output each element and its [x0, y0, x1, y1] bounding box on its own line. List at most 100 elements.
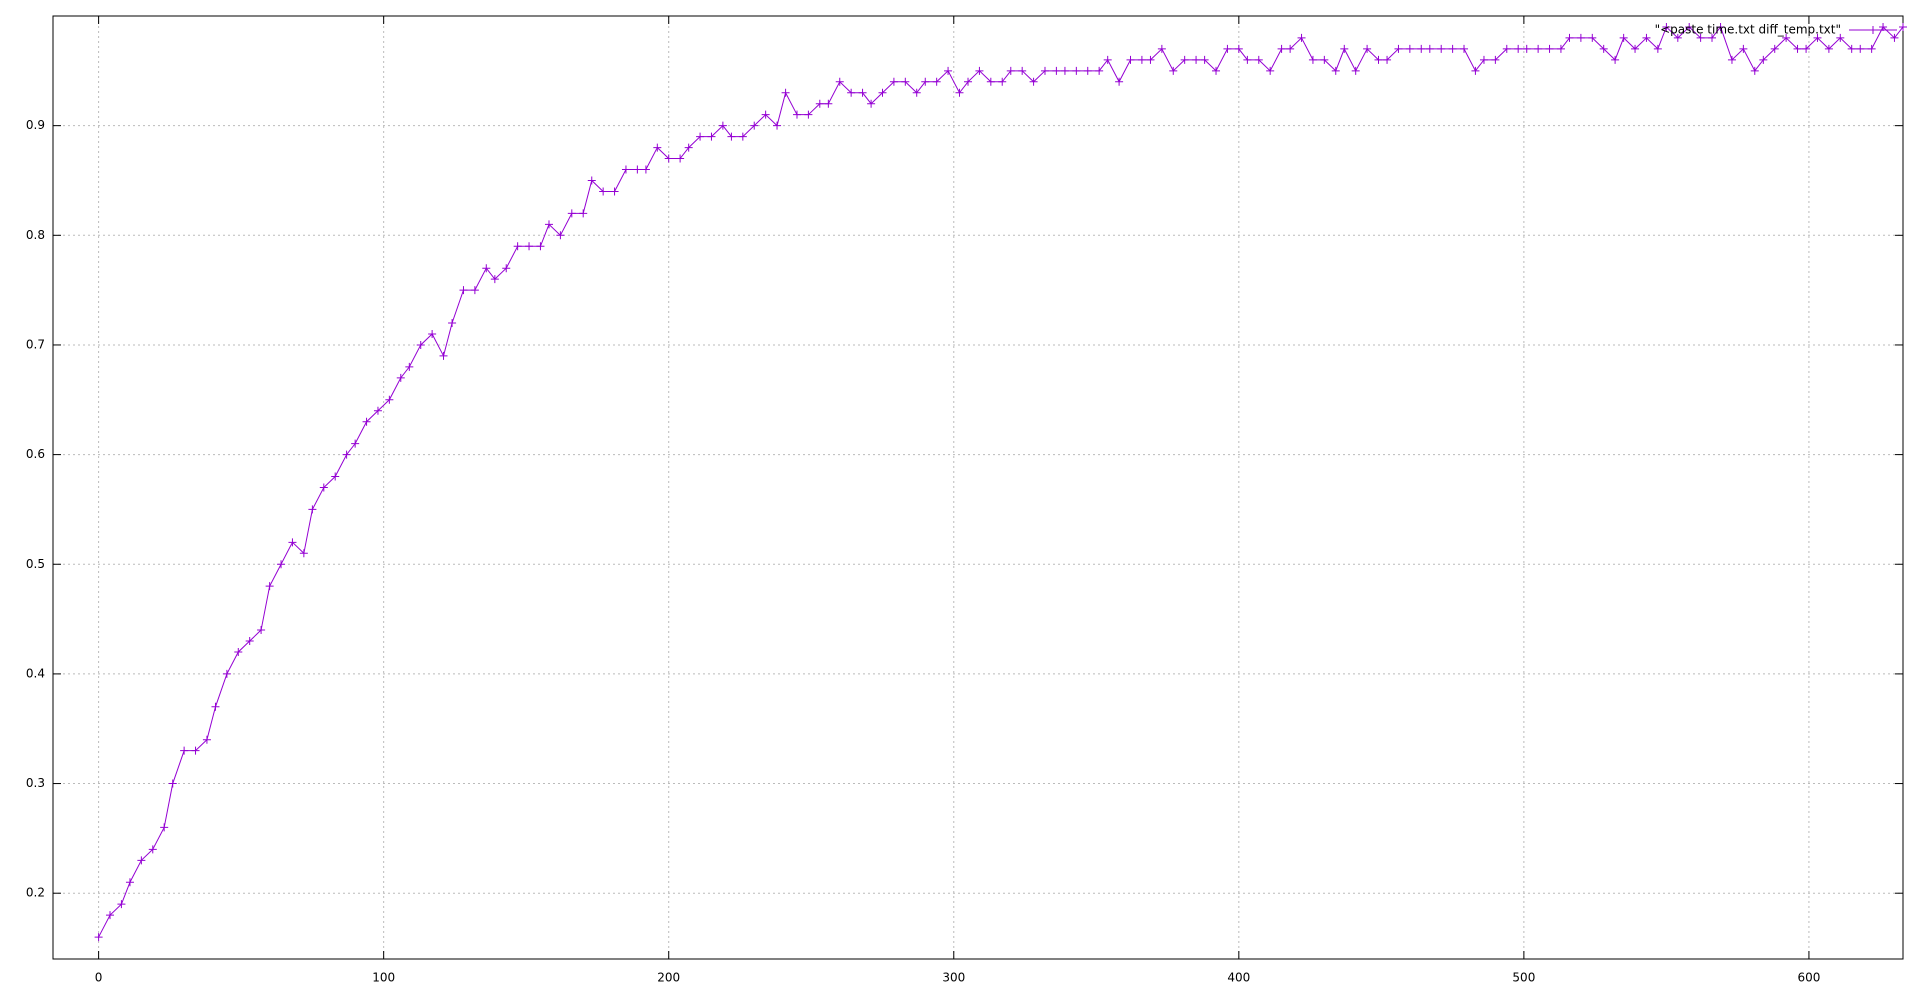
point-marker — [1394, 44, 1403, 53]
point-marker — [362, 417, 371, 426]
point-marker — [502, 264, 511, 273]
point-marker — [1491, 55, 1500, 64]
point-marker — [1383, 55, 1392, 64]
x-tick-label: 300 — [942, 971, 965, 985]
y-tick-label: 0.3 — [26, 776, 45, 790]
point-marker — [396, 373, 405, 382]
point-marker — [1867, 44, 1876, 53]
point-marker — [1824, 44, 1833, 53]
point-marker — [1320, 55, 1329, 64]
point-marker — [1534, 44, 1543, 53]
point-marker — [641, 165, 650, 174]
point-marker — [1277, 44, 1286, 53]
point-marker — [544, 220, 553, 229]
point-marker — [676, 154, 685, 163]
point-marker — [1502, 44, 1511, 53]
point-marker — [1374, 55, 1383, 64]
point-marker — [1750, 66, 1759, 75]
point-marker — [439, 351, 448, 360]
point-marker — [824, 99, 833, 108]
point-marker — [525, 242, 534, 251]
point-marker — [490, 275, 499, 284]
point-marker — [1514, 44, 1523, 53]
point-marker — [1685, 22, 1694, 31]
point-marker — [975, 66, 984, 75]
x-tick-label: 400 — [1227, 971, 1250, 985]
point-marker — [1200, 55, 1209, 64]
point-marker — [1060, 66, 1069, 75]
point-marker — [1545, 44, 1554, 53]
point-marker — [792, 110, 801, 119]
point-marker — [738, 132, 747, 141]
point-marker — [1673, 33, 1682, 42]
x-tick-label: 0 — [95, 971, 103, 985]
point-marker — [1471, 66, 1480, 75]
point-marker — [804, 110, 813, 119]
point-marker — [1254, 55, 1263, 64]
point-marker — [599, 187, 608, 196]
series-line — [98, 25, 1904, 938]
point-marker — [1137, 55, 1146, 64]
point-marker — [1351, 66, 1360, 75]
point-marker — [1631, 44, 1640, 53]
legend-label: "<paste time.txt diff_temp.txt" — [1655, 23, 1841, 37]
point-marker — [106, 911, 115, 920]
point-marker — [191, 746, 200, 755]
point-marker — [1770, 44, 1779, 53]
point-marker — [405, 362, 414, 371]
point-marker — [1836, 33, 1845, 42]
legend-marker — [1869, 26, 1877, 34]
point-marker — [964, 77, 973, 86]
point-marker — [211, 702, 220, 711]
point-marker — [944, 66, 953, 75]
x-tick-label: 100 — [372, 971, 395, 985]
point-marker — [222, 669, 231, 678]
point-marker — [1157, 44, 1166, 53]
point-marker — [707, 132, 716, 141]
point-marker — [168, 779, 177, 788]
point-marker — [277, 560, 286, 569]
point-marker — [482, 264, 491, 273]
point-marker — [556, 231, 565, 240]
point-marker — [1029, 77, 1038, 86]
point-marker — [416, 340, 425, 349]
point-marker — [696, 132, 705, 141]
point-marker — [878, 88, 887, 97]
point-marker — [1556, 44, 1565, 53]
point-marker — [1576, 33, 1585, 42]
point-marker — [1243, 55, 1252, 64]
point-marker — [750, 121, 759, 130]
point-marker — [308, 505, 317, 514]
point-marker — [1018, 66, 1027, 75]
point-marker — [513, 242, 522, 251]
point-marker — [1890, 33, 1899, 42]
point-marker — [847, 88, 856, 97]
point-marker — [331, 472, 340, 481]
point-marker — [901, 77, 910, 86]
y-tick-label: 0.9 — [26, 118, 45, 132]
point-marker — [385, 395, 394, 404]
point-marker — [299, 549, 308, 558]
x-tick-label: 600 — [1797, 971, 1820, 985]
point-marker — [1437, 44, 1446, 53]
point-marker — [1479, 55, 1488, 64]
point-marker — [351, 439, 360, 448]
y-tick-label: 0.7 — [26, 337, 45, 351]
point-marker — [1297, 33, 1306, 42]
y-tick-label: 0.4 — [26, 666, 45, 680]
point-marker — [117, 900, 126, 909]
point-marker — [1696, 33, 1705, 42]
plot-border — [52, 15, 1904, 960]
point-marker — [1405, 44, 1414, 53]
point-marker — [1599, 44, 1608, 53]
point-marker — [1588, 33, 1597, 42]
point-marker — [180, 746, 189, 755]
point-marker — [1363, 44, 1372, 53]
point-marker — [1052, 66, 1061, 75]
point-marker — [1072, 66, 1081, 75]
point-marker — [835, 77, 844, 86]
point-marker — [1847, 44, 1856, 53]
point-marker — [1223, 44, 1232, 53]
point-marker — [921, 77, 930, 86]
